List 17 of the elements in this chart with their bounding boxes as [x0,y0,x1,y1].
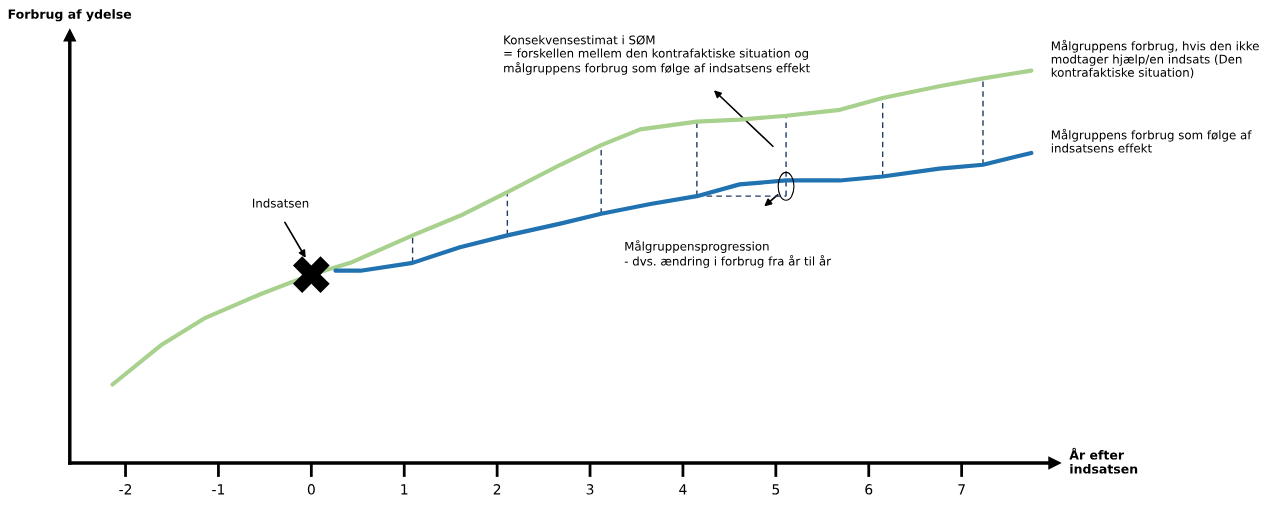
x-tick-label: -1 [212,484,225,495]
series-label: Målgruppens forbrug, hvis den ikke modtager hjælp/en indsats (Den kontrafaktiske situation) [1051,39,1259,79]
series-label: Målgruppens forbrug som følge af indsatsens effekt [1051,128,1252,153]
x-tick-label: 4 [679,484,687,495]
annotation: Indsatsen [253,198,309,208]
x-axis-title: År efter indsatsen [1069,447,1138,474]
x-tick-label: 5 [772,484,780,495]
y-axis-title: Forbrug af ydelse [8,9,132,22]
x-tick-label: 6 [865,484,873,495]
x-tick-label: 1 [401,484,408,495]
x-tick-label: 0 [307,484,315,495]
x-tick-label: -2 [119,484,132,495]
annotation: Målgruppensprogression - dvs. ændring i forbrug fra år til år [624,240,831,268]
annotation: Konsekvensestimat i SØM = forskellen mellem den kontrafaktiske situation og målgruppens forbrug som følge af indsatsens effekt [504,35,810,75]
x-tick-label: 7 [958,484,965,495]
x-tick-label: 2 [493,484,501,495]
x-tick-label: 3 [586,484,594,495]
